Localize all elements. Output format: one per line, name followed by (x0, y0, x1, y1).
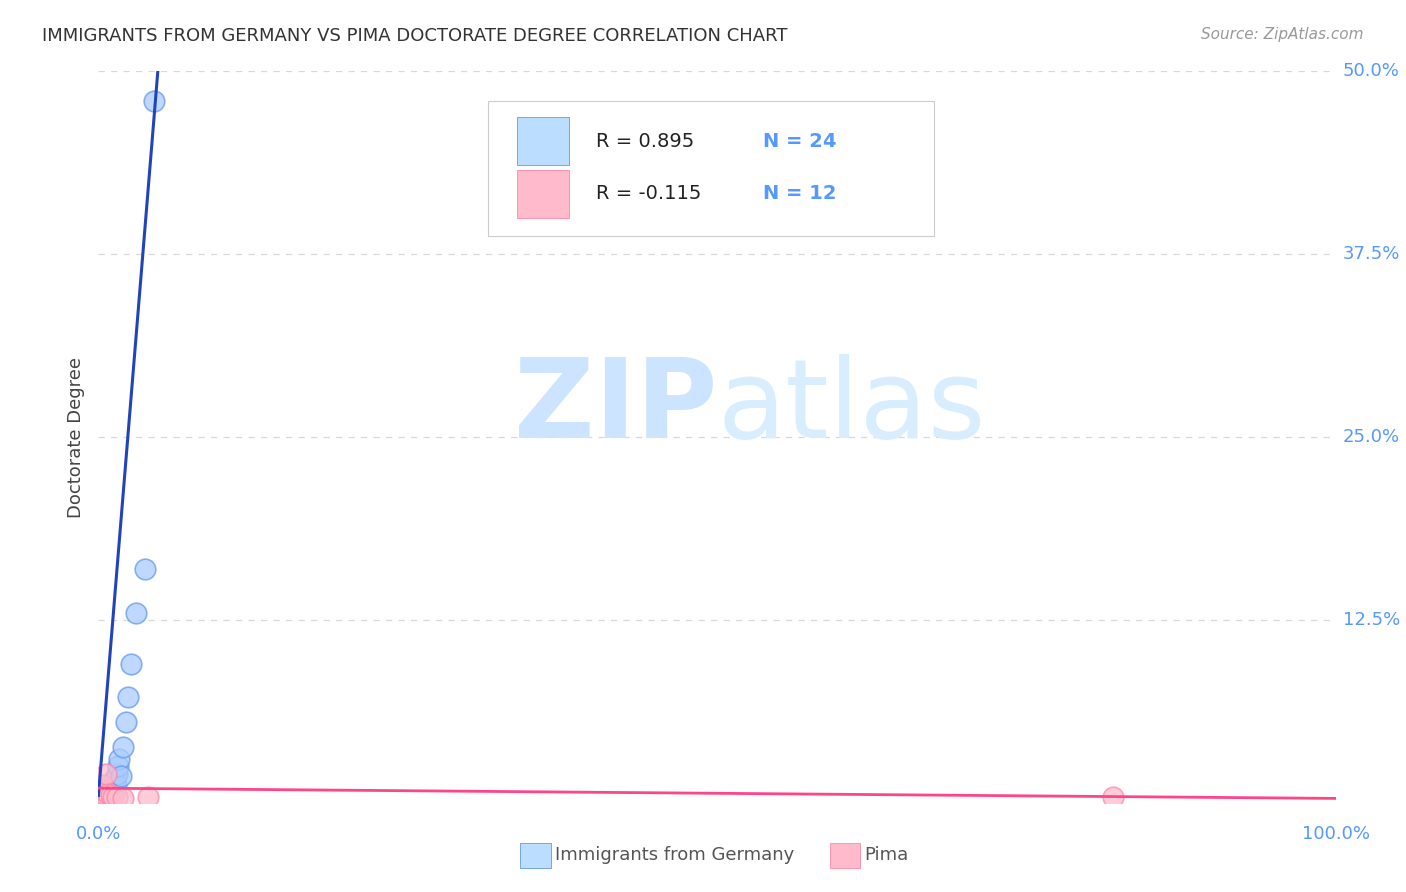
Point (90, 789, 112, 804)
Point (108, 752, 131, 766)
Text: R = 0.895: R = 0.895 (596, 132, 695, 151)
Point (98, 784, 121, 798)
Text: R = -0.115: R = -0.115 (596, 185, 702, 203)
Point (112, 791, 135, 805)
Point (120, 657, 142, 671)
Point (101, 775, 124, 789)
Point (100, 778, 122, 792)
FancyBboxPatch shape (488, 101, 934, 235)
Text: atlas: atlas (717, 354, 986, 461)
Point (97, 787, 120, 801)
Text: ZIP: ZIP (513, 354, 717, 461)
Point (91, 787, 114, 801)
Text: 25.0%: 25.0% (1343, 428, 1400, 446)
Point (100, 789, 122, 803)
Point (90, 789, 112, 804)
Point (105, 789, 128, 804)
Point (105, 766, 128, 780)
Point (94, 784, 117, 798)
Point (114, 715, 136, 730)
Point (93, 786, 115, 800)
Point (124, 606, 146, 620)
Point (1102, 789, 1125, 804)
Point (97, 781, 120, 796)
Text: Pima: Pima (865, 847, 908, 864)
Text: N = 12: N = 12 (763, 185, 837, 203)
Text: Immigrants from Germany: Immigrants from Germany (555, 847, 794, 864)
Point (107, 759, 129, 773)
Point (103, 789, 125, 804)
Point (136, 789, 159, 804)
Point (96, 787, 118, 801)
Point (91, 778, 114, 792)
Point (93, 787, 115, 801)
Text: Source: ZipAtlas.com: Source: ZipAtlas.com (1201, 27, 1364, 42)
Point (117, 690, 139, 705)
Y-axis label: Doctorate Degree: Doctorate Degree (66, 357, 84, 517)
Text: 100.0%: 100.0% (1302, 825, 1369, 843)
Point (134, 562, 156, 576)
Point (94, 766, 117, 780)
Point (103, 781, 125, 796)
Point (110, 769, 132, 783)
Point (93, 789, 115, 803)
Text: 0.0%: 0.0% (76, 825, 121, 843)
Text: 37.5%: 37.5% (1343, 245, 1400, 263)
FancyBboxPatch shape (516, 118, 568, 165)
FancyBboxPatch shape (516, 170, 568, 218)
Text: N = 24: N = 24 (763, 132, 837, 151)
Point (104, 778, 127, 792)
Text: IMMIGRANTS FROM GERMANY VS PIMA DOCTORATE DEGREE CORRELATION CHART: IMMIGRANTS FROM GERMANY VS PIMA DOCTORAT… (42, 27, 787, 45)
Text: 12.5%: 12.5% (1343, 611, 1400, 629)
Point (103, 772, 125, 787)
Point (93, 784, 115, 798)
Point (112, 740, 135, 755)
Text: 50.0%: 50.0% (1343, 62, 1399, 80)
Point (143, 94, 166, 108)
